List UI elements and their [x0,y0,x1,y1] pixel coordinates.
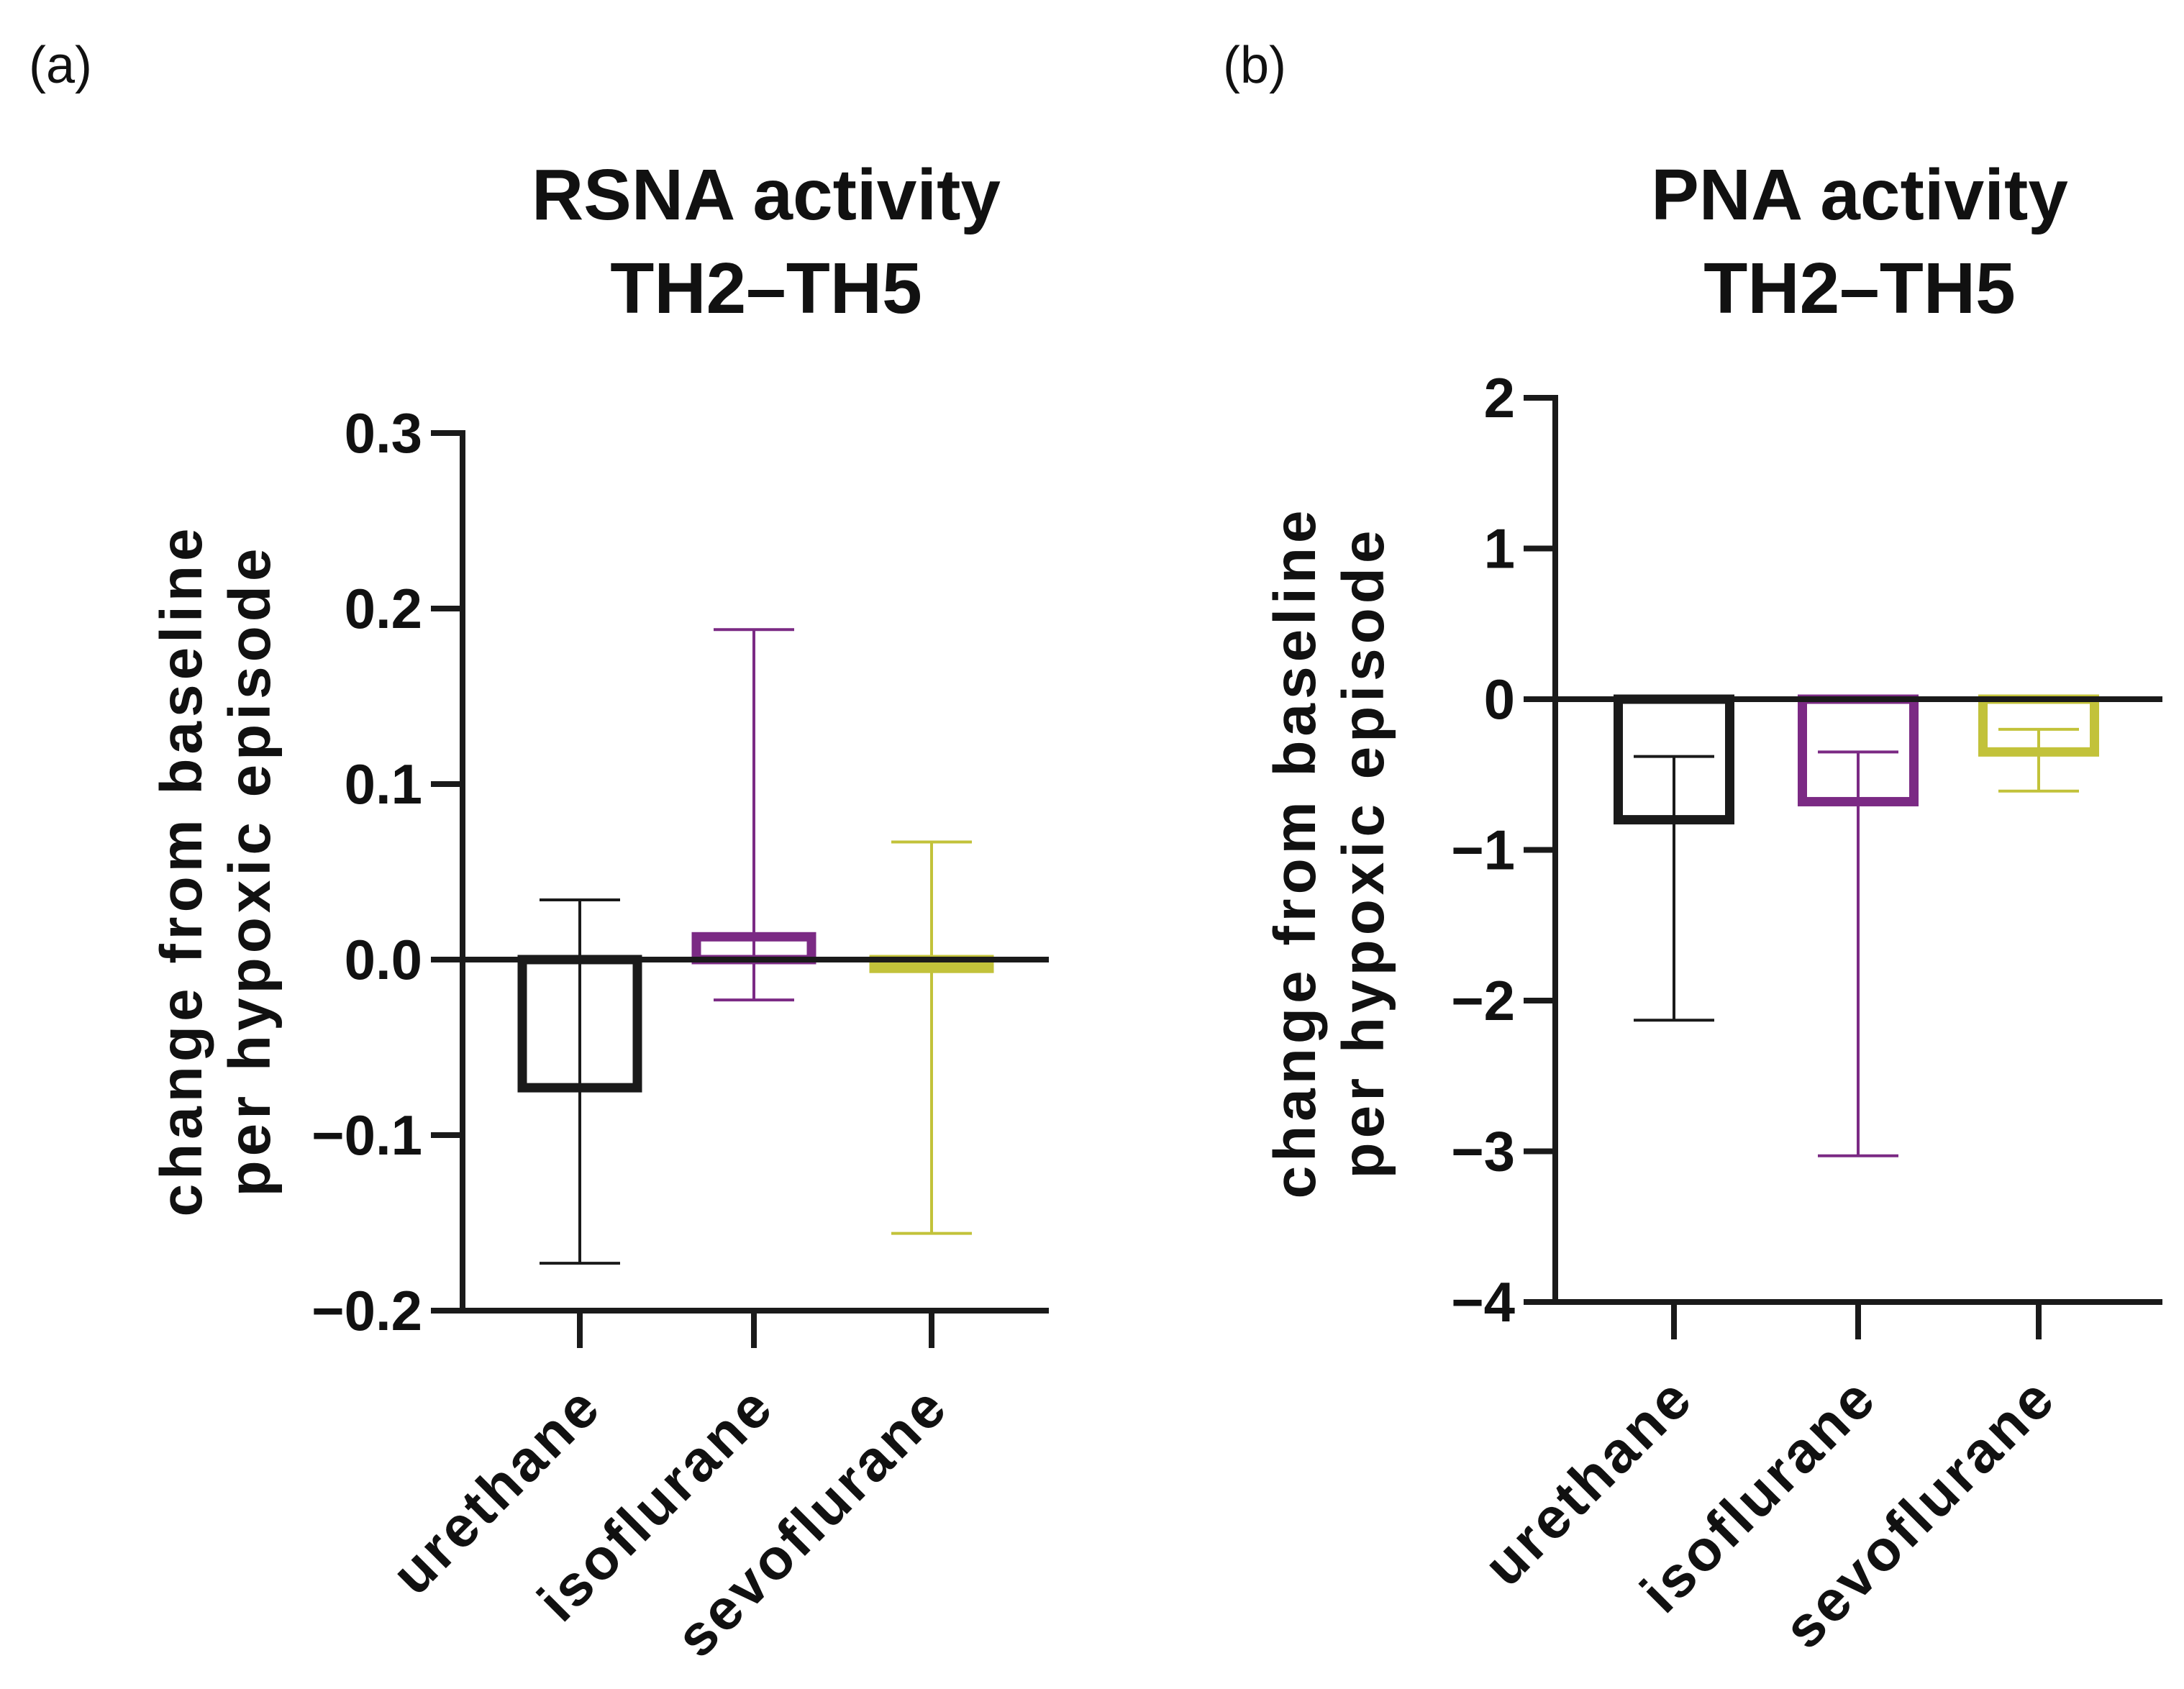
panel-a-ylabel-line2: per hypoxic episode [217,545,283,1197]
panel-a-ylabel-line1: change from baseline [149,524,214,1216]
y-tick-label: 0 [1484,668,1515,731]
panel-b-title-line2: TH2–TH5 [1703,248,2015,329]
y-tick-label: −0.2 [311,1279,422,1342]
y-tick-label: 0.2 [345,577,422,640]
panel-a: (a) RSNA activity TH2–TH5 change from ba… [29,37,1049,1670]
panel-a-plot: 0.30.20.10.0−0.1−0.2urethaneisofluranese… [311,401,1049,1670]
y-tick-label: −1 [1451,819,1515,882]
panel-a-title-line2: TH2–TH5 [610,248,922,329]
panel-b-ylabel-line1: change from baseline [1262,506,1328,1198]
y-tick-label: −3 [1451,1120,1515,1183]
panel-b: (b) PNA activity TH2–TH5 change from bas… [1223,37,2162,1661]
panel-a-label: (a) [29,37,92,94]
y-tick-label: 1 [1484,517,1515,581]
y-tick-label: −4 [1451,1270,1515,1334]
panel-a-title-line1: RSNA activity [532,155,1001,235]
y-tick-label: 2 [1484,366,1515,429]
panel-b-label: (b) [1223,37,1286,94]
y-tick-label: −0.1 [311,1103,422,1167]
y-tick-label: 0.1 [345,752,422,816]
panel-b-title-line1: PNA activity [1651,155,2068,235]
y-tick-label: −2 [1451,969,1515,1032]
y-tick-label: 0.0 [345,928,422,991]
panel-b-ylabel-line2: per hypoxic episode [1331,527,1396,1179]
y-tick-label: 0.3 [345,401,422,465]
